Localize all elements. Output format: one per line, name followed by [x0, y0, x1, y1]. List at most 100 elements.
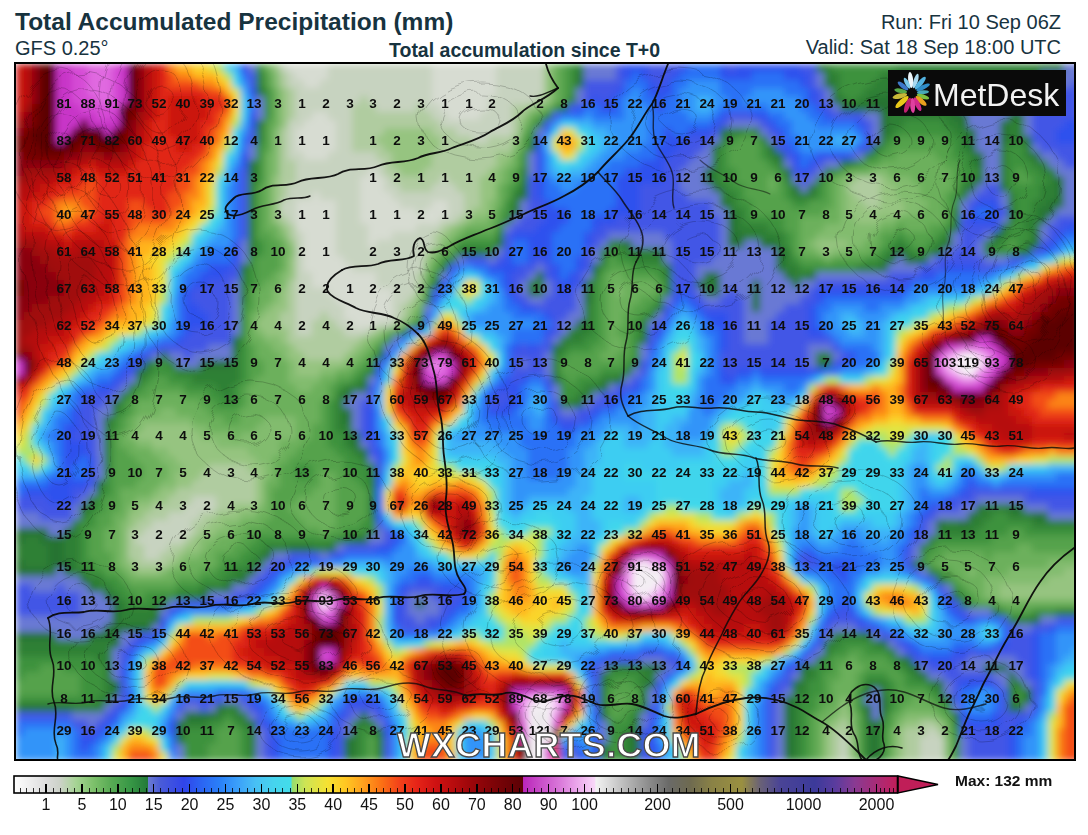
svg-text:2000: 2000: [859, 796, 895, 813]
svg-text:17: 17: [770, 723, 785, 738]
svg-text:25: 25: [651, 498, 667, 513]
svg-text:42: 42: [437, 527, 452, 542]
svg-text:48: 48: [746, 593, 762, 608]
svg-text:20: 20: [270, 559, 285, 574]
svg-text:7: 7: [988, 559, 996, 574]
svg-text:15: 15: [699, 244, 715, 259]
svg-text:54: 54: [794, 428, 810, 443]
svg-text:78: 78: [1008, 355, 1024, 370]
svg-text:6: 6: [274, 281, 282, 296]
svg-text:17: 17: [794, 170, 809, 185]
svg-text:62: 62: [461, 691, 476, 706]
svg-text:17: 17: [913, 658, 928, 673]
svg-text:9: 9: [941, 133, 949, 148]
svg-text:12: 12: [770, 281, 785, 296]
svg-text:25: 25: [199, 207, 215, 222]
svg-text:30: 30: [984, 691, 999, 706]
svg-text:9: 9: [893, 133, 901, 148]
svg-text:53: 53: [437, 658, 453, 673]
svg-text:16: 16: [627, 207, 643, 222]
svg-text:1: 1: [298, 207, 306, 222]
svg-text:55: 55: [294, 658, 310, 673]
svg-text:43: 43: [984, 428, 1000, 443]
svg-text:10: 10: [722, 170, 737, 185]
svg-text:13: 13: [794, 559, 810, 574]
svg-text:27: 27: [484, 428, 499, 443]
svg-text:56: 56: [865, 392, 881, 407]
svg-text:18: 18: [794, 392, 810, 407]
svg-text:16: 16: [841, 527, 857, 542]
svg-text:12: 12: [675, 170, 690, 185]
svg-text:22: 22: [699, 355, 714, 370]
svg-text:13: 13: [722, 355, 738, 370]
svg-text:17: 17: [104, 392, 119, 407]
svg-text:2: 2: [417, 281, 425, 296]
svg-text:24: 24: [80, 355, 96, 370]
svg-text:22: 22: [937, 593, 952, 608]
svg-text:15: 15: [770, 133, 786, 148]
svg-text:21: 21: [818, 559, 834, 574]
svg-text:4: 4: [179, 428, 187, 443]
svg-text:7: 7: [203, 559, 211, 574]
svg-text:26: 26: [675, 318, 691, 333]
svg-text:49: 49: [461, 498, 476, 513]
svg-text:8: 8: [250, 244, 258, 259]
svg-text:64: 64: [1008, 318, 1024, 333]
svg-text:93: 93: [984, 355, 1000, 370]
svg-text:54: 54: [699, 593, 715, 608]
svg-text:6: 6: [1012, 691, 1020, 706]
svg-text:3: 3: [131, 559, 139, 574]
svg-text:73: 73: [318, 626, 334, 641]
svg-text:39: 39: [532, 626, 547, 641]
svg-text:30: 30: [532, 392, 547, 407]
svg-text:65: 65: [913, 355, 929, 370]
svg-text:6: 6: [631, 281, 639, 296]
svg-text:14: 14: [960, 244, 976, 259]
svg-text:9: 9: [726, 133, 734, 148]
svg-text:1: 1: [42, 796, 51, 813]
svg-text:11: 11: [581, 318, 596, 333]
svg-text:60: 60: [432, 796, 450, 813]
svg-text:78: 78: [556, 691, 572, 706]
svg-text:21: 21: [818, 498, 834, 513]
svg-text:15: 15: [841, 281, 857, 296]
svg-text:17: 17: [603, 207, 618, 222]
svg-text:26: 26: [413, 498, 429, 513]
svg-text:52: 52: [104, 170, 119, 185]
svg-text:47: 47: [794, 593, 809, 608]
svg-text:6: 6: [227, 527, 235, 542]
svg-text:15: 15: [56, 527, 72, 542]
svg-text:33: 33: [270, 593, 286, 608]
svg-text:10: 10: [603, 244, 618, 259]
svg-text:52: 52: [699, 559, 714, 574]
svg-text:3: 3: [845, 170, 853, 185]
svg-text:13: 13: [818, 96, 834, 111]
svg-text:22: 22: [603, 133, 618, 148]
svg-text:3: 3: [465, 207, 473, 222]
svg-text:24: 24: [984, 281, 1000, 296]
svg-text:6: 6: [227, 428, 235, 443]
svg-text:39: 39: [127, 723, 142, 738]
svg-text:7: 7: [607, 355, 615, 370]
svg-text:7: 7: [607, 318, 615, 333]
svg-text:17: 17: [175, 355, 190, 370]
svg-text:11: 11: [105, 428, 120, 443]
svg-text:1: 1: [369, 318, 377, 333]
svg-text:30: 30: [365, 559, 380, 574]
svg-text:69: 69: [651, 593, 666, 608]
svg-text:40: 40: [746, 626, 761, 641]
svg-text:20: 20: [56, 428, 71, 443]
svg-text:42: 42: [794, 465, 809, 480]
svg-text:18: 18: [913, 527, 929, 542]
svg-text:52: 52: [80, 318, 95, 333]
svg-text:6: 6: [250, 392, 258, 407]
svg-text:22: 22: [603, 498, 618, 513]
svg-text:11: 11: [581, 281, 596, 296]
svg-text:38: 38: [461, 281, 477, 296]
svg-text:5: 5: [274, 428, 282, 443]
svg-text:19: 19: [461, 593, 476, 608]
svg-text:44: 44: [770, 465, 786, 480]
svg-text:45: 45: [960, 428, 976, 443]
svg-text:21: 21: [627, 133, 643, 148]
svg-text:80: 80: [627, 593, 642, 608]
